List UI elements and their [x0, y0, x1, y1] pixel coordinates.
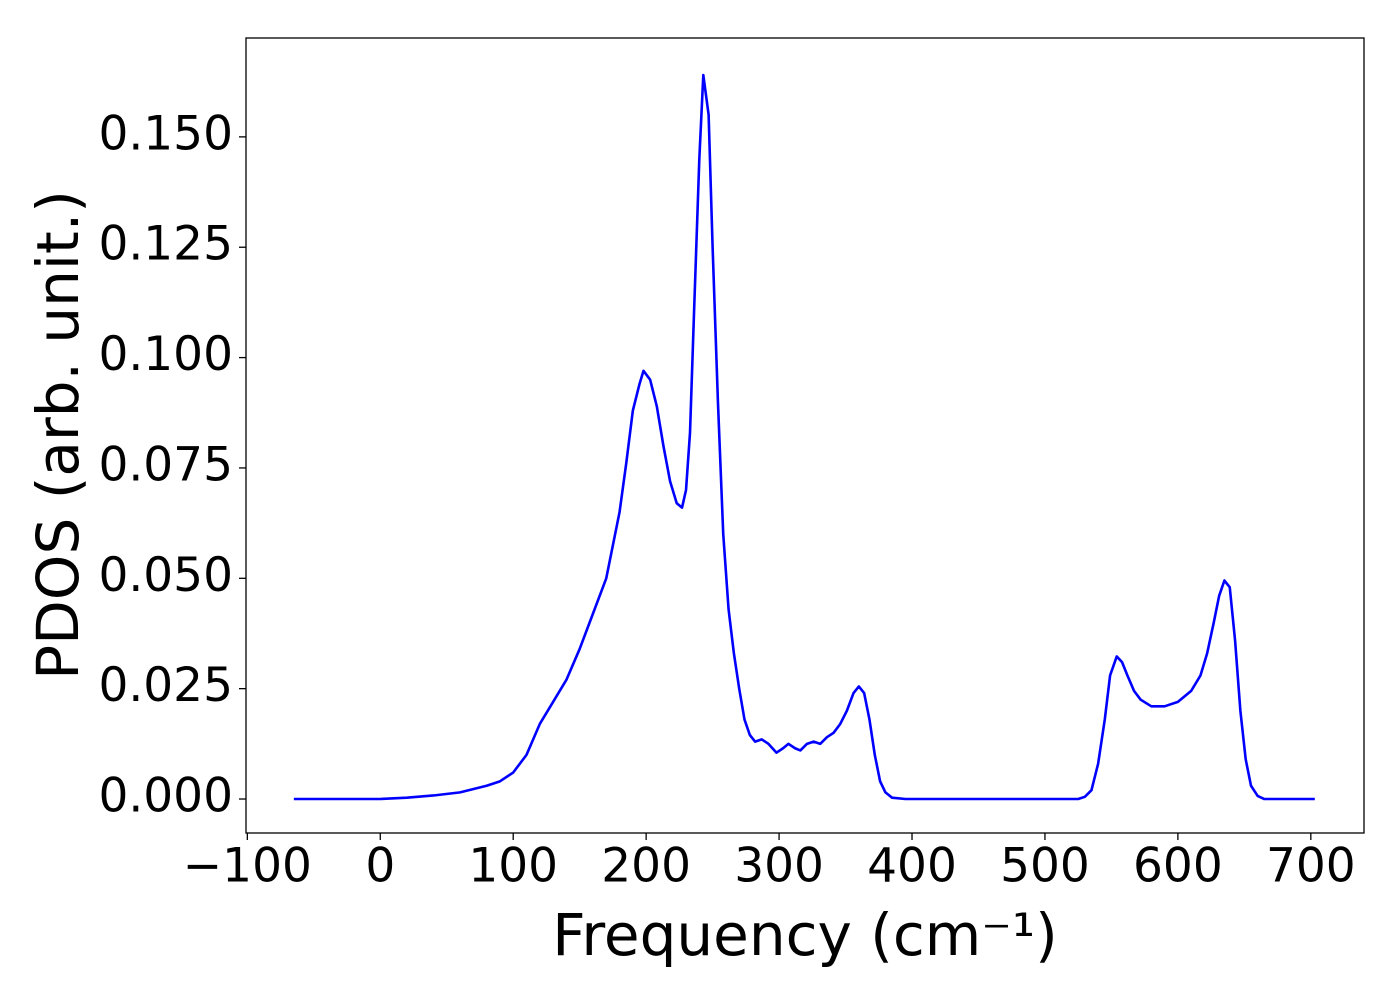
x-tick-label: 500 — [1000, 839, 1090, 894]
y-axis-label: PDOS (arb. unit.) — [24, 190, 92, 680]
y-tick-label: 0.000 — [98, 769, 233, 824]
y-tick-label: 0.075 — [98, 437, 233, 492]
x-tick-label: 700 — [1266, 839, 1356, 894]
data-line — [293, 73, 1315, 801]
x-axis-label: Frequency (cm⁻¹) — [552, 901, 1058, 969]
x-tick-label: 200 — [601, 839, 691, 894]
x-tick-label: 100 — [468, 839, 558, 894]
x-tick-label: 600 — [1133, 839, 1223, 894]
y-tick-label: 0.125 — [98, 217, 233, 272]
x-tick-label: −100 — [183, 839, 312, 894]
x-tick-label: 400 — [867, 839, 957, 894]
y-tick-label: 0.150 — [98, 106, 233, 161]
plot-frame — [245, 37, 1365, 834]
y-tick-label: 0.025 — [98, 658, 233, 713]
y-tick-label: 0.050 — [98, 548, 233, 603]
x-tick-label: 0 — [365, 839, 395, 894]
y-tick-label: 0.100 — [98, 327, 233, 382]
x-tick-label: 300 — [734, 839, 824, 894]
